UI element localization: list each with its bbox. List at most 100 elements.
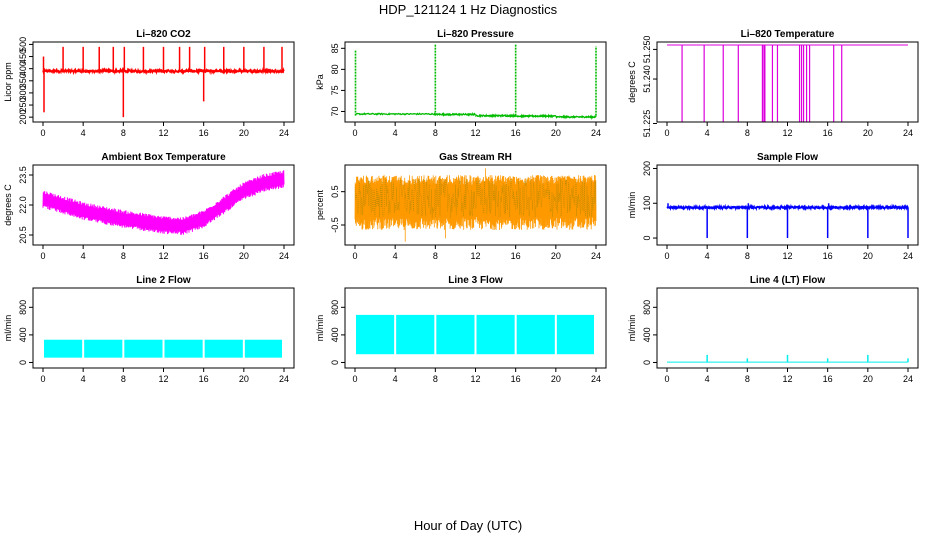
- x-tick-label: 16: [199, 128, 209, 138]
- data-series: [667, 44, 908, 122]
- x-tick-label: 24: [279, 128, 289, 138]
- flow-block: [84, 339, 123, 358]
- series-step: [355, 112, 436, 116]
- chart-title: Line 2 Flow: [136, 275, 191, 286]
- x-tick-label: 24: [903, 251, 913, 261]
- chart-title: Line 4 (LT) Flow: [750, 275, 826, 286]
- x-tick-label: 8: [745, 374, 750, 384]
- chart-title: Ambient Box Temperature: [101, 152, 226, 163]
- y-tick-label: 100: [642, 196, 652, 211]
- flow-block: [436, 314, 475, 355]
- x-tick-label: 24: [591, 374, 601, 384]
- x-tick-label: 4: [81, 251, 86, 261]
- y-tick-label: 200: [18, 110, 28, 125]
- y-tick-label: 300: [18, 85, 28, 100]
- x-tick-label: 24: [903, 128, 913, 138]
- y-tick-label: 350: [18, 73, 28, 88]
- y-tick-label: 22.0: [18, 196, 28, 214]
- y-axis-label: kPa: [315, 74, 325, 90]
- chart-title: Li–820 CO2: [136, 29, 191, 40]
- chart-panel-4: Ambient Box Temperature 0 4 8 12 16 20 24 20.5 22…: [3, 152, 295, 261]
- x-tick-label: 12: [782, 374, 792, 384]
- y-tick-label: 70: [330, 106, 340, 116]
- x-tick-label: 20: [239, 128, 249, 138]
- x-tick-label: 8: [433, 251, 438, 261]
- x-tick-label: 20: [863, 128, 873, 138]
- x-tick-label: 12: [470, 251, 480, 261]
- y-tick-label: 400: [18, 327, 28, 342]
- plot-frame: [656, 41, 919, 123]
- x-tick-label: 0: [664, 128, 669, 138]
- y-axis-label: Licor ppm: [3, 62, 13, 102]
- chart-title: Gas Stream RH: [439, 152, 512, 163]
- x-tick-label: 0: [352, 128, 357, 138]
- x-tick-label: 12: [782, 251, 792, 261]
- y-axis-label: ml/min: [3, 315, 13, 342]
- series-noise-dots: [354, 178, 597, 219]
- y-tick-label: 400: [642, 327, 652, 342]
- x-tick-label: 20: [551, 128, 561, 138]
- x-tick-label: 0: [40, 251, 45, 261]
- x-tick-label: 24: [591, 128, 601, 138]
- data-series: [44, 339, 282, 358]
- series-noise: [354, 174, 597, 231]
- data-series: [42, 170, 285, 235]
- chart-panel-9: Line 4 (LT) Flow 0 4 8 12 16 20 24 0 400 800 ml/min: [627, 275, 919, 384]
- x-tick-label: 8: [745, 251, 750, 261]
- series-step: [434, 111, 477, 118]
- y-tick-label: 400: [18, 61, 28, 76]
- x-tick-label: 20: [551, 251, 561, 261]
- x-tick-label: 4: [705, 128, 710, 138]
- x-tick-label: 8: [121, 374, 126, 384]
- y-tick-label: 400: [330, 327, 340, 342]
- chart-title: Li–820 Pressure: [437, 29, 514, 40]
- plot-frame: [344, 41, 607, 123]
- y-tick-label: 0: [642, 236, 652, 241]
- y-tick-label: -0.5: [330, 217, 340, 233]
- data-series: [667, 354, 909, 363]
- x-tick-label: 24: [279, 251, 289, 261]
- x-tick-label: 4: [393, 374, 398, 384]
- x-tick-label: 0: [352, 374, 357, 384]
- flow-block: [244, 339, 282, 358]
- x-tick-label: 4: [705, 374, 710, 384]
- series-step: [475, 112, 516, 119]
- x-tick-label: 8: [433, 128, 438, 138]
- y-tick-label: 450: [18, 49, 28, 64]
- x-tick-label: 12: [470, 374, 480, 384]
- y-tick-label: 0: [330, 360, 340, 365]
- data-series: [666, 203, 909, 239]
- figure-x-axis-label: Hour of Day (UTC): [413, 518, 523, 533]
- y-tick-label: 500: [18, 37, 28, 52]
- x-tick-label: 24: [279, 374, 289, 384]
- flow-block: [204, 339, 243, 358]
- flow-block: [476, 314, 515, 355]
- flow-block: [516, 314, 555, 355]
- x-tick-label: 16: [199, 374, 209, 384]
- y-axis-label: ml/min: [627, 315, 637, 342]
- y-tick-label: 51.240: [642, 65, 652, 93]
- chart-title: Li–820 Temperature: [741, 29, 835, 40]
- x-tick-label: 16: [511, 128, 521, 138]
- x-tick-label: 0: [664, 251, 669, 261]
- x-tick-label: 4: [81, 128, 86, 138]
- chart-panel-5: Gas Stream RH 0 4 8 12 16 20 24 -0.5 0.5 percent: [315, 152, 607, 261]
- chart-title: Sample Flow: [757, 152, 818, 163]
- flow-block: [164, 339, 203, 358]
- x-tick-label: 20: [239, 251, 249, 261]
- x-tick-label: 24: [591, 251, 601, 261]
- y-tick-label: 80: [330, 64, 340, 74]
- data-series: [354, 44, 597, 121]
- x-tick-label: 20: [239, 374, 249, 384]
- y-tick-label: 51.225: [642, 110, 652, 138]
- x-tick-label: 8: [121, 128, 126, 138]
- x-tick-label: 12: [158, 128, 168, 138]
- chart-title: Line 3 Flow: [448, 275, 503, 286]
- x-tick-label: 24: [903, 374, 913, 384]
- y-tick-label: 85: [330, 43, 340, 53]
- x-tick-label: 20: [863, 251, 873, 261]
- data-series: [42, 46, 285, 118]
- flow-block: [396, 314, 435, 355]
- series-step: [515, 113, 557, 119]
